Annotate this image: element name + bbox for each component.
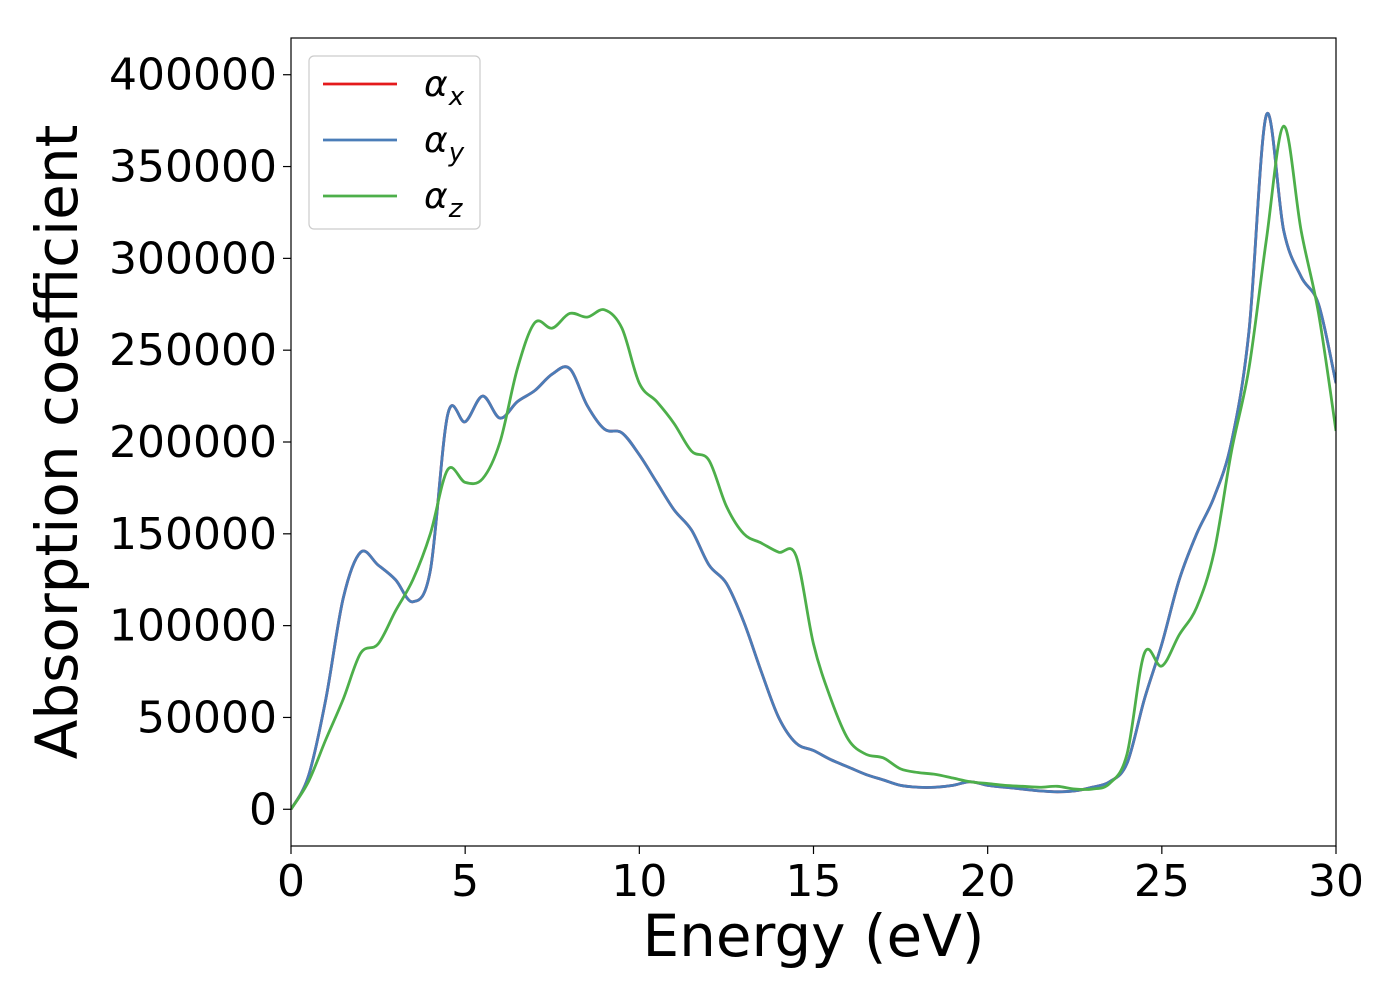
y-tick-label: 150000 [109, 509, 277, 560]
plot-layer [291, 111, 1336, 811]
x-axis-ticks: 0 5 10 15 20 25 30 [277, 846, 1364, 907]
y-axis-ticks: 0 50000 100000 150000 200000 250000 300000 3500… [109, 50, 291, 835]
y-tick-label: 400000 [109, 50, 277, 101]
y-tick-label: 50000 [137, 692, 277, 743]
y-tick-label: 0 [249, 784, 277, 835]
y-tick-label: 100000 [109, 601, 277, 652]
x-axis-title: Energy (eV) [642, 902, 984, 970]
y-tick-label: 300000 [109, 233, 277, 284]
x-tick-label: 30 [1308, 856, 1364, 907]
x-tick-label: 10 [611, 856, 667, 907]
x-tick-label: 0 [277, 856, 305, 907]
series-line-alpha-z [291, 124, 1336, 811]
y-tick-label: 350000 [109, 142, 277, 193]
x-tick-label: 20 [960, 856, 1016, 907]
y-axis-title: Absorption coefficient [23, 125, 91, 760]
legend-box [308, 55, 481, 230]
x-tick-label: 5 [451, 856, 479, 907]
y-tick-label: 250000 [109, 325, 277, 376]
y-tick-label: 200000 [109, 417, 277, 468]
x-tick-label: 15 [786, 856, 842, 907]
x-tick-label: 25 [1134, 856, 1190, 907]
series-line-alpha-y [291, 111, 1336, 810]
